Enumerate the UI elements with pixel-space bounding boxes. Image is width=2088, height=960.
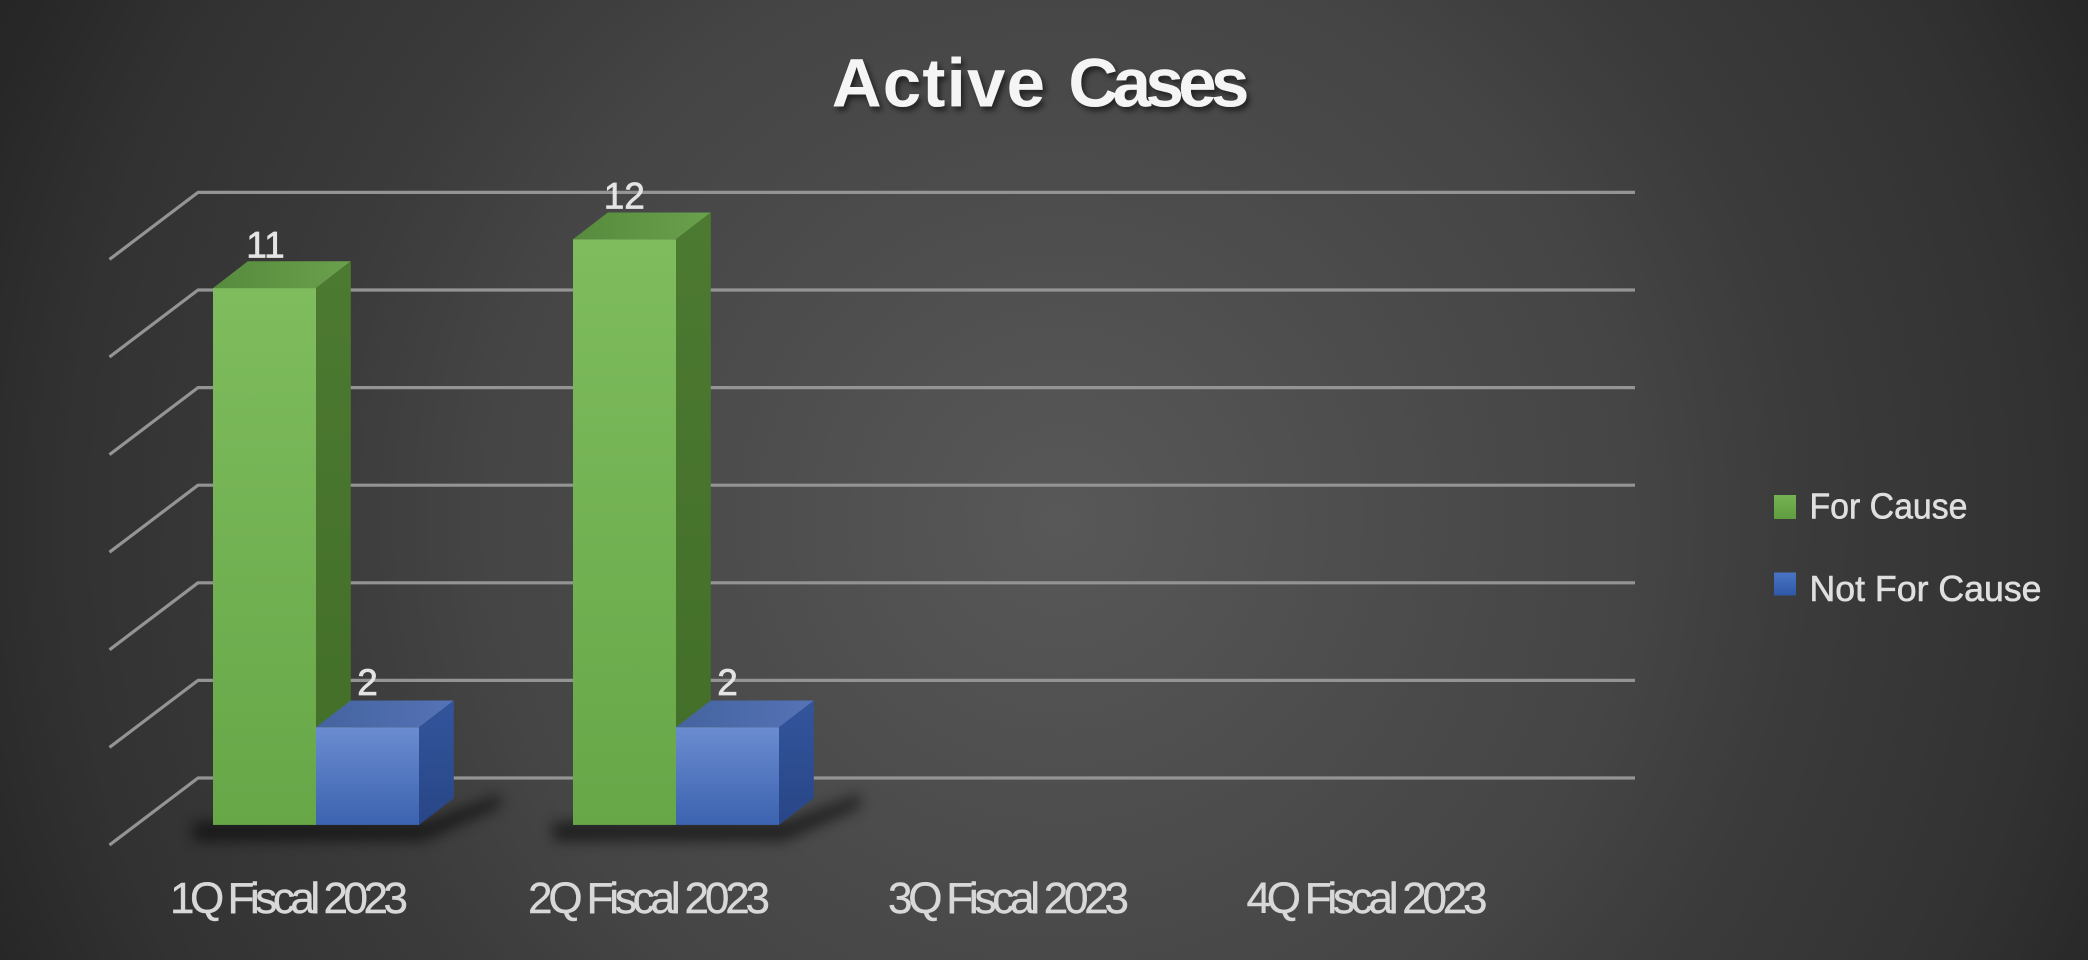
svg-text:2: 2 bbox=[357, 662, 378, 703]
svg-text:Not For Cause: Not For Cause bbox=[1810, 568, 2042, 609]
svg-text:Cases: Cases bbox=[1068, 44, 1249, 121]
svg-text:2: 2 bbox=[717, 662, 738, 703]
svg-text:3Q Fiscal 2023: 3Q Fiscal 2023 bbox=[888, 874, 1129, 923]
svg-text:Active: Active bbox=[832, 44, 1045, 121]
svg-text:1Q Fiscal 2023: 1Q Fiscal 2023 bbox=[170, 874, 408, 923]
svg-text:11: 11 bbox=[246, 224, 284, 265]
svg-text:For Cause: For Cause bbox=[1810, 486, 1968, 527]
svg-text:2Q Fiscal 2023: 2Q Fiscal 2023 bbox=[528, 874, 770, 923]
svg-text:12: 12 bbox=[604, 175, 645, 216]
svg-text:4Q Fiscal 2023: 4Q Fiscal 2023 bbox=[1247, 874, 1488, 923]
